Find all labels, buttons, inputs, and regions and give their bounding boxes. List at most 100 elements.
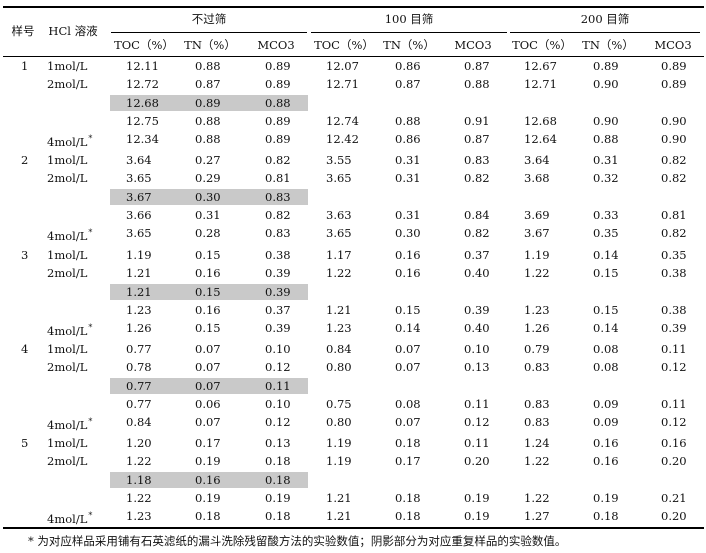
table-cell: 0.16 [593, 454, 619, 469]
table-cell: 12.67 [524, 59, 557, 73]
hcl-concentration-text: 4mol/L [47, 512, 88, 527]
table-cell: 1.21 [326, 302, 352, 317]
replicate-shade [110, 377, 308, 394]
table-cell: 0.18 [395, 436, 421, 450]
table-cell: 0.37 [464, 248, 490, 262]
table-cell: 1.22 [524, 266, 550, 281]
table-cell: 0.40 [464, 266, 490, 281]
table-cell: 1.23 [126, 509, 152, 524]
table-cell: 0.07 [195, 342, 221, 356]
table-cell: 0.81 [265, 171, 291, 186]
table-cell: 0.12 [265, 360, 291, 375]
hcl-concentration: 1mol/L [47, 59, 87, 73]
table-cell: 1.23 [524, 302, 550, 317]
table-cell: 0.84 [464, 207, 490, 222]
table-cell: 0.09 [593, 396, 619, 411]
table-cell: 12.64 [524, 132, 557, 147]
table-cell: 0.18 [265, 509, 291, 524]
table-cell: 0.07 [195, 360, 221, 375]
table-cell: 0.20 [464, 454, 490, 469]
table-cell: 3.64 [126, 153, 152, 167]
hcl-concentration-text: 2mol/L [47, 360, 88, 375]
table-cell: 0.80 [326, 415, 352, 430]
table-cell: 0.90 [661, 113, 687, 128]
table-cell: 0.20 [661, 509, 687, 524]
table-cell: 1.20 [126, 436, 152, 450]
table-cell: 0.39 [661, 321, 687, 336]
table-cell: 0.39 [265, 321, 291, 336]
table-cell: 0.33 [593, 207, 619, 222]
table-cell: 0.82 [464, 226, 490, 241]
table-cell: 1.22 [126, 490, 152, 505]
table-cell: 0.15 [395, 302, 421, 317]
table-cell: 12.42 [326, 132, 359, 147]
table-cell: 3.66 [126, 207, 152, 222]
header-col-mco3-2: MCO3 [454, 38, 492, 52]
table-cell: 0.07 [195, 378, 221, 393]
table-cell: 0.38 [661, 266, 687, 281]
table-cell: 0.30 [195, 189, 221, 204]
header-col-tn-2: TN（%） [383, 38, 435, 52]
table-cell: 0.77 [126, 378, 152, 393]
table-cell: 0.83 [265, 189, 291, 204]
table-cell: 0.16 [661, 436, 687, 450]
table-cell: 0.89 [265, 132, 291, 147]
table-cell: 0.16 [395, 248, 421, 262]
table-cell: 1.22 [126, 454, 152, 469]
table-cell: 0.11 [661, 342, 687, 356]
table-cell: 0.27 [195, 153, 221, 167]
table-cell: 0.29 [195, 171, 221, 186]
table-cell: 0.90 [593, 113, 619, 128]
table-cell: 0.12 [265, 415, 291, 430]
hcl-concentration: 1mol/L [47, 342, 87, 356]
hcl-concentration: 2mol/L [47, 77, 87, 91]
hcl-concentration: 2mol/L [47, 360, 87, 374]
table-cell: 1.22 [524, 454, 550, 469]
table-cell: 0.89 [593, 59, 619, 73]
table-cell: 0.31 [395, 171, 421, 186]
filter-method-asterisk: * [88, 323, 93, 333]
table-cell: 0.18 [593, 509, 619, 524]
table-cell: 0.81 [661, 207, 687, 222]
hcl-concentration-text: 4mol/L [47, 418, 88, 433]
table-cell: 3.64 [524, 153, 550, 167]
header-col-tn-1: TN（%） [184, 38, 236, 52]
table-cell: 0.84 [126, 415, 152, 430]
hcl-concentration-text: 2mol/L [47, 454, 88, 469]
table-cell: 0.88 [195, 132, 221, 147]
table-cell: 0.39 [265, 284, 291, 299]
table-cell: 0.15 [593, 266, 619, 281]
hcl-concentration: 2mol/L [47, 171, 87, 185]
hcl-concentration: 1mol/L [47, 436, 87, 450]
filter-method-asterisk: * [88, 134, 93, 144]
table-cell: 0.07 [195, 415, 221, 430]
table-cell: 0.07 [395, 342, 421, 356]
table-cell: 0.38 [265, 248, 291, 262]
hcl-concentration: 4mol/L* [47, 509, 92, 526]
table-cell: 1.19 [326, 454, 352, 469]
table-cell: 0.11 [661, 396, 687, 411]
table-cell: 3.65 [126, 226, 152, 241]
table-cell: 0.39 [265, 266, 291, 281]
table-cell: 0.14 [593, 248, 619, 262]
table-cell: 3.65 [326, 171, 352, 186]
table-cell: 0.88 [265, 95, 291, 110]
sample-id: 5 [21, 436, 29, 450]
table-cell: 0.19 [464, 509, 490, 524]
table-cell: 0.19 [195, 454, 221, 469]
table-cell: 0.28 [195, 226, 221, 241]
table-cell: 0.15 [593, 302, 619, 317]
table-cell: 0.82 [661, 153, 687, 167]
table-cell: 0.84 [326, 342, 352, 356]
hcl-concentration: 4mol/L* [47, 415, 92, 432]
sample-id: 1 [21, 59, 29, 73]
table-cell: 0.16 [593, 436, 619, 450]
hcl-concentration-text: 4mol/L [47, 324, 88, 339]
table-cell: 0.12 [464, 415, 490, 430]
table-cell: 0.13 [464, 360, 490, 375]
table-cell: 1.17 [326, 248, 352, 262]
table-cell: 0.13 [265, 436, 291, 450]
table-cell: 0.88 [464, 77, 490, 92]
table-cell: 0.35 [661, 248, 687, 262]
header-col-mco3-3: MCO3 [654, 38, 692, 52]
